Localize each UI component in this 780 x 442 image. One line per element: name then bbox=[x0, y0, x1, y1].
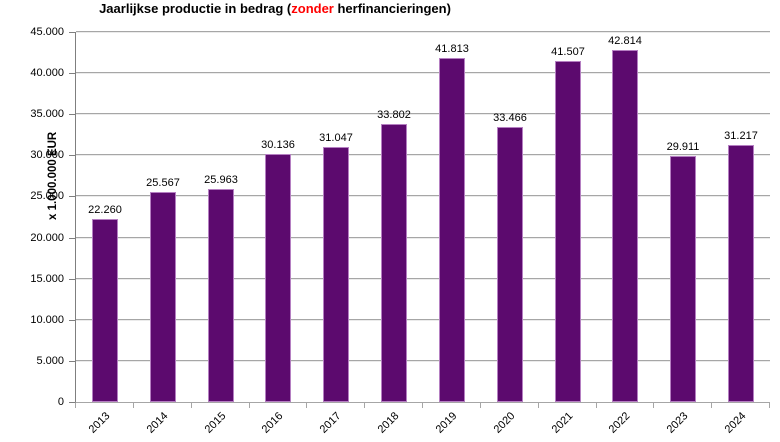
bar-2017 bbox=[323, 147, 349, 402]
x-category-label: 2016 bbox=[259, 410, 286, 436]
plot-area: 22.260 25.567 25.963 30.136 31.047 33.802 41.8… bbox=[75, 31, 770, 403]
x-tick-mark bbox=[769, 403, 770, 408]
bar-2024 bbox=[728, 145, 754, 402]
x-tick-mark bbox=[711, 403, 712, 408]
gridline bbox=[76, 359, 770, 361]
y-tick-mark bbox=[69, 155, 75, 156]
chart-title-segment-2: herfinancieringen) bbox=[333, 1, 451, 16]
y-tick-label: 45.000 bbox=[30, 26, 64, 38]
bar-value-label: 29.911 bbox=[666, 141, 700, 153]
gridline bbox=[76, 277, 770, 279]
x-category-label: 2021 bbox=[549, 410, 576, 436]
x-category-label: 2014 bbox=[144, 410, 171, 436]
x-category-label: 2023 bbox=[664, 410, 691, 436]
y-tick-label: 10.000 bbox=[30, 313, 64, 326]
y-tick-mark bbox=[69, 73, 75, 74]
x-tick-mark bbox=[653, 403, 654, 408]
gridline bbox=[76, 72, 770, 74]
y-tick-mark bbox=[69, 238, 75, 239]
bar-value-label: 30.136 bbox=[261, 139, 295, 151]
x-tick-mark bbox=[75, 403, 76, 408]
gridline bbox=[76, 154, 770, 156]
chart-title-highlight: zonder bbox=[291, 1, 334, 16]
gridline bbox=[76, 113, 770, 115]
y-tick-mark bbox=[69, 196, 75, 197]
bar-value-label: 31.217 bbox=[724, 130, 758, 142]
y-tick-mark bbox=[69, 361, 75, 362]
y-axis-title: x 1.000.000 EUR bbox=[47, 131, 60, 220]
y-tick-mark bbox=[69, 32, 75, 33]
y-tick-mark bbox=[69, 114, 75, 115]
y-tick-label: 20.000 bbox=[30, 231, 64, 244]
bar-value-label: 42.814 bbox=[608, 35, 642, 47]
chart-title: Jaarlijkse productie in bedrag (zonder h… bbox=[75, 1, 475, 16]
x-tick-mark bbox=[538, 403, 539, 408]
bar-value-label: 25.567 bbox=[146, 177, 180, 189]
bar-2023 bbox=[670, 156, 696, 402]
bar-2015 bbox=[208, 189, 234, 402]
bar-value-label: 33.802 bbox=[377, 109, 411, 121]
y-tick-label: 0 bbox=[57, 396, 64, 408]
x-tick-mark bbox=[133, 403, 134, 408]
bar-2021 bbox=[555, 61, 581, 402]
y-tick-label: 30.000 bbox=[30, 149, 64, 162]
x-category-label: 2022 bbox=[606, 410, 633, 436]
y-tick-label: 40.000 bbox=[30, 67, 64, 80]
bar-2018 bbox=[381, 124, 407, 402]
y-tick-label: 15.000 bbox=[30, 272, 64, 285]
y-tick-mark bbox=[69, 279, 75, 280]
bar-2016 bbox=[265, 154, 291, 402]
y-tick-label: 5.000 bbox=[36, 354, 64, 367]
x-tick-mark bbox=[422, 403, 423, 408]
x-tick-mark bbox=[306, 403, 307, 408]
x-tick-mark bbox=[480, 403, 481, 408]
bar-value-label: 22.260 bbox=[88, 204, 122, 216]
bar-2019 bbox=[439, 58, 465, 402]
bar-2013 bbox=[92, 219, 118, 402]
x-category-label: 2015 bbox=[202, 410, 229, 436]
bar-2022 bbox=[612, 50, 638, 402]
gridline bbox=[76, 318, 770, 320]
bar-value-label: 41.813 bbox=[435, 43, 469, 55]
y-tick-label: 25.000 bbox=[30, 190, 64, 203]
gridline bbox=[76, 31, 770, 32]
x-tick-mark bbox=[364, 403, 365, 408]
y-tick-mark bbox=[69, 320, 75, 321]
y-tick-label: 35.000 bbox=[30, 108, 64, 121]
x-category-label: 2017 bbox=[317, 410, 344, 436]
x-category-label: 2020 bbox=[491, 410, 518, 436]
x-category-label: 2024 bbox=[722, 410, 749, 436]
x-tick-mark bbox=[191, 403, 192, 408]
bar-value-label: 41.507 bbox=[551, 46, 585, 58]
gridline bbox=[76, 236, 770, 238]
bar-2020 bbox=[497, 127, 523, 402]
y-tick-mark bbox=[69, 402, 75, 403]
bar-value-label: 33.466 bbox=[493, 112, 527, 124]
x-category-label: 2019 bbox=[433, 410, 460, 436]
x-tick-mark bbox=[596, 403, 597, 408]
x-category-label: 2013 bbox=[86, 410, 113, 436]
bar-2014 bbox=[150, 192, 176, 402]
gridline bbox=[76, 195, 770, 197]
bar-value-label: 25.963 bbox=[204, 174, 238, 186]
bar-value-label: 31.047 bbox=[319, 132, 353, 144]
x-tick-mark bbox=[249, 403, 250, 408]
chart-title-segment-1: Jaarlijkse productie in bedrag ( bbox=[99, 1, 292, 16]
x-category-label: 2018 bbox=[375, 410, 402, 436]
